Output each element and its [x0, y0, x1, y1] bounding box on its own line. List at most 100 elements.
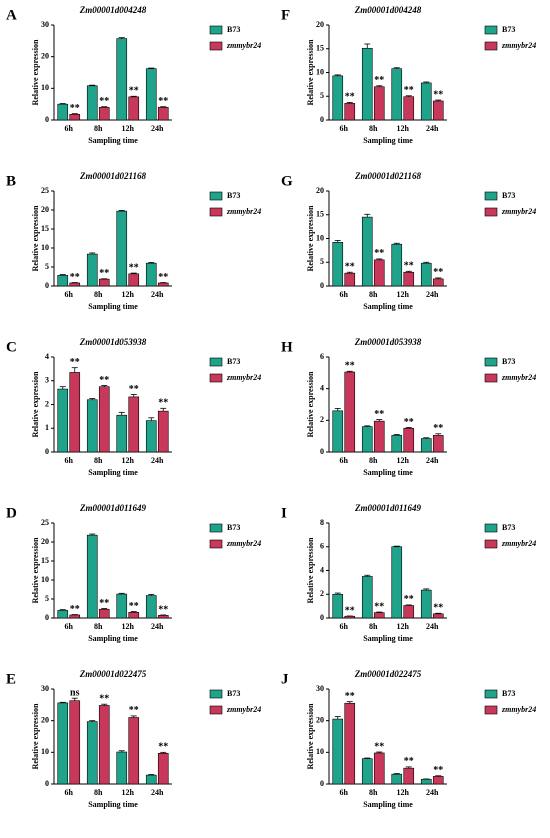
legend-swatch [209, 191, 223, 201]
legend-swatch [209, 207, 223, 217]
bar [332, 242, 344, 287]
y-tick-label: 0 [45, 281, 49, 290]
bar [57, 275, 69, 287]
y-tick-label: 1 [45, 423, 49, 432]
bar [403, 427, 415, 453]
significance-label: ns [70, 687, 80, 698]
legend-label: B73 [502, 689, 515, 698]
significance-label: ** [70, 272, 80, 283]
significance-label: ** [374, 409, 384, 420]
legend-swatch [484, 689, 498, 699]
y-tick-label: 15 [41, 224, 49, 233]
legend-swatch [484, 539, 498, 549]
legend-swatch [484, 207, 498, 217]
error-bar [130, 715, 137, 718]
error-bar [364, 43, 371, 49]
legend-swatch [484, 41, 498, 51]
error-bar [160, 106, 167, 108]
chart-title: Zm00001d011649 [79, 503, 147, 513]
bar [403, 767, 415, 785]
error-bar [101, 703, 108, 706]
bar [98, 705, 110, 785]
significance-label: ** [129, 262, 139, 273]
x-tick-label: 8h [369, 788, 378, 797]
error-bar [118, 750, 125, 753]
bar [128, 96, 140, 121]
error-bar [71, 367, 78, 373]
y-tick-label: 15 [41, 556, 49, 565]
bar [86, 253, 98, 287]
bar [361, 47, 373, 121]
error-bar [59, 609, 66, 611]
x-tick-label: 12h [397, 124, 410, 133]
bar [344, 371, 356, 453]
y-tick-label: 20 [316, 715, 324, 724]
significance-label: ** [404, 261, 414, 272]
bar [86, 721, 98, 785]
x-axis-label: Sampling time [88, 800, 138, 809]
significance-label: ** [345, 92, 355, 103]
x-tick-label: 6h [340, 124, 349, 133]
x-tick-label: 6h [65, 622, 74, 631]
bar [391, 243, 403, 287]
error-bar [346, 370, 353, 373]
bar [432, 100, 444, 121]
significance-label: ** [99, 598, 109, 609]
significance-label: ** [374, 75, 384, 86]
panel-letter: B [6, 173, 16, 189]
significance-label: ** [158, 742, 168, 753]
significance-label: ** [345, 262, 355, 273]
error-bar [118, 411, 125, 416]
y-tick-label: 10 [41, 575, 49, 584]
bar [361, 758, 373, 785]
y-axis-label: Relative expression [31, 371, 40, 437]
error-bar [101, 608, 108, 610]
error-bar [101, 106, 108, 108]
error-bar [89, 84, 96, 86]
x-tick-label: 12h [122, 788, 135, 797]
bar [86, 85, 98, 121]
error-bar [148, 67, 155, 69]
y-tick-label: 0 [320, 281, 324, 290]
bar [344, 272, 356, 287]
significance-label: ** [345, 361, 355, 372]
error-bar [130, 272, 137, 274]
legend-label: zmmybr24 [501, 539, 536, 548]
legend-swatch [484, 25, 498, 35]
legend-label: zmmybr24 [501, 41, 536, 50]
significance-label: ** [129, 601, 139, 612]
x-tick-label: 8h [94, 290, 103, 299]
x-tick-label: 8h [94, 622, 103, 631]
x-tick-label: 6h [340, 456, 349, 465]
error-bar [435, 277, 442, 279]
x-tick-label: 24h [426, 456, 439, 465]
x-axis-label: Sampling time [363, 634, 413, 643]
x-tick-label: 24h [426, 622, 439, 631]
x-tick-label: 24h [151, 788, 164, 797]
x-axis-label: Sampling time [363, 800, 413, 809]
error-bar [71, 113, 78, 115]
y-tick-label: 20 [316, 20, 324, 29]
error-bar [364, 213, 371, 218]
y-tick-label: 0 [320, 779, 324, 788]
x-tick-label: 12h [122, 622, 135, 631]
error-bar [118, 209, 125, 212]
bar [98, 278, 110, 287]
bar [145, 595, 157, 619]
bar [69, 700, 81, 785]
chart-title: Zm00001d022475 [354, 669, 422, 679]
x-tick-label: 6h [65, 456, 74, 465]
x-tick-label: 24h [426, 290, 439, 299]
bar [86, 399, 98, 453]
bar [145, 420, 157, 453]
significance-label: ** [404, 756, 414, 767]
error-bar [59, 386, 66, 390]
legend-swatch [209, 25, 223, 35]
y-axis-label: Relative expression [306, 703, 315, 769]
bar [57, 610, 69, 619]
legend-swatch [209, 357, 223, 367]
panel-letter: J [281, 671, 289, 687]
y-tick-label: 20 [41, 537, 49, 546]
bar [373, 612, 385, 619]
y-tick-label: 0 [45, 613, 49, 622]
